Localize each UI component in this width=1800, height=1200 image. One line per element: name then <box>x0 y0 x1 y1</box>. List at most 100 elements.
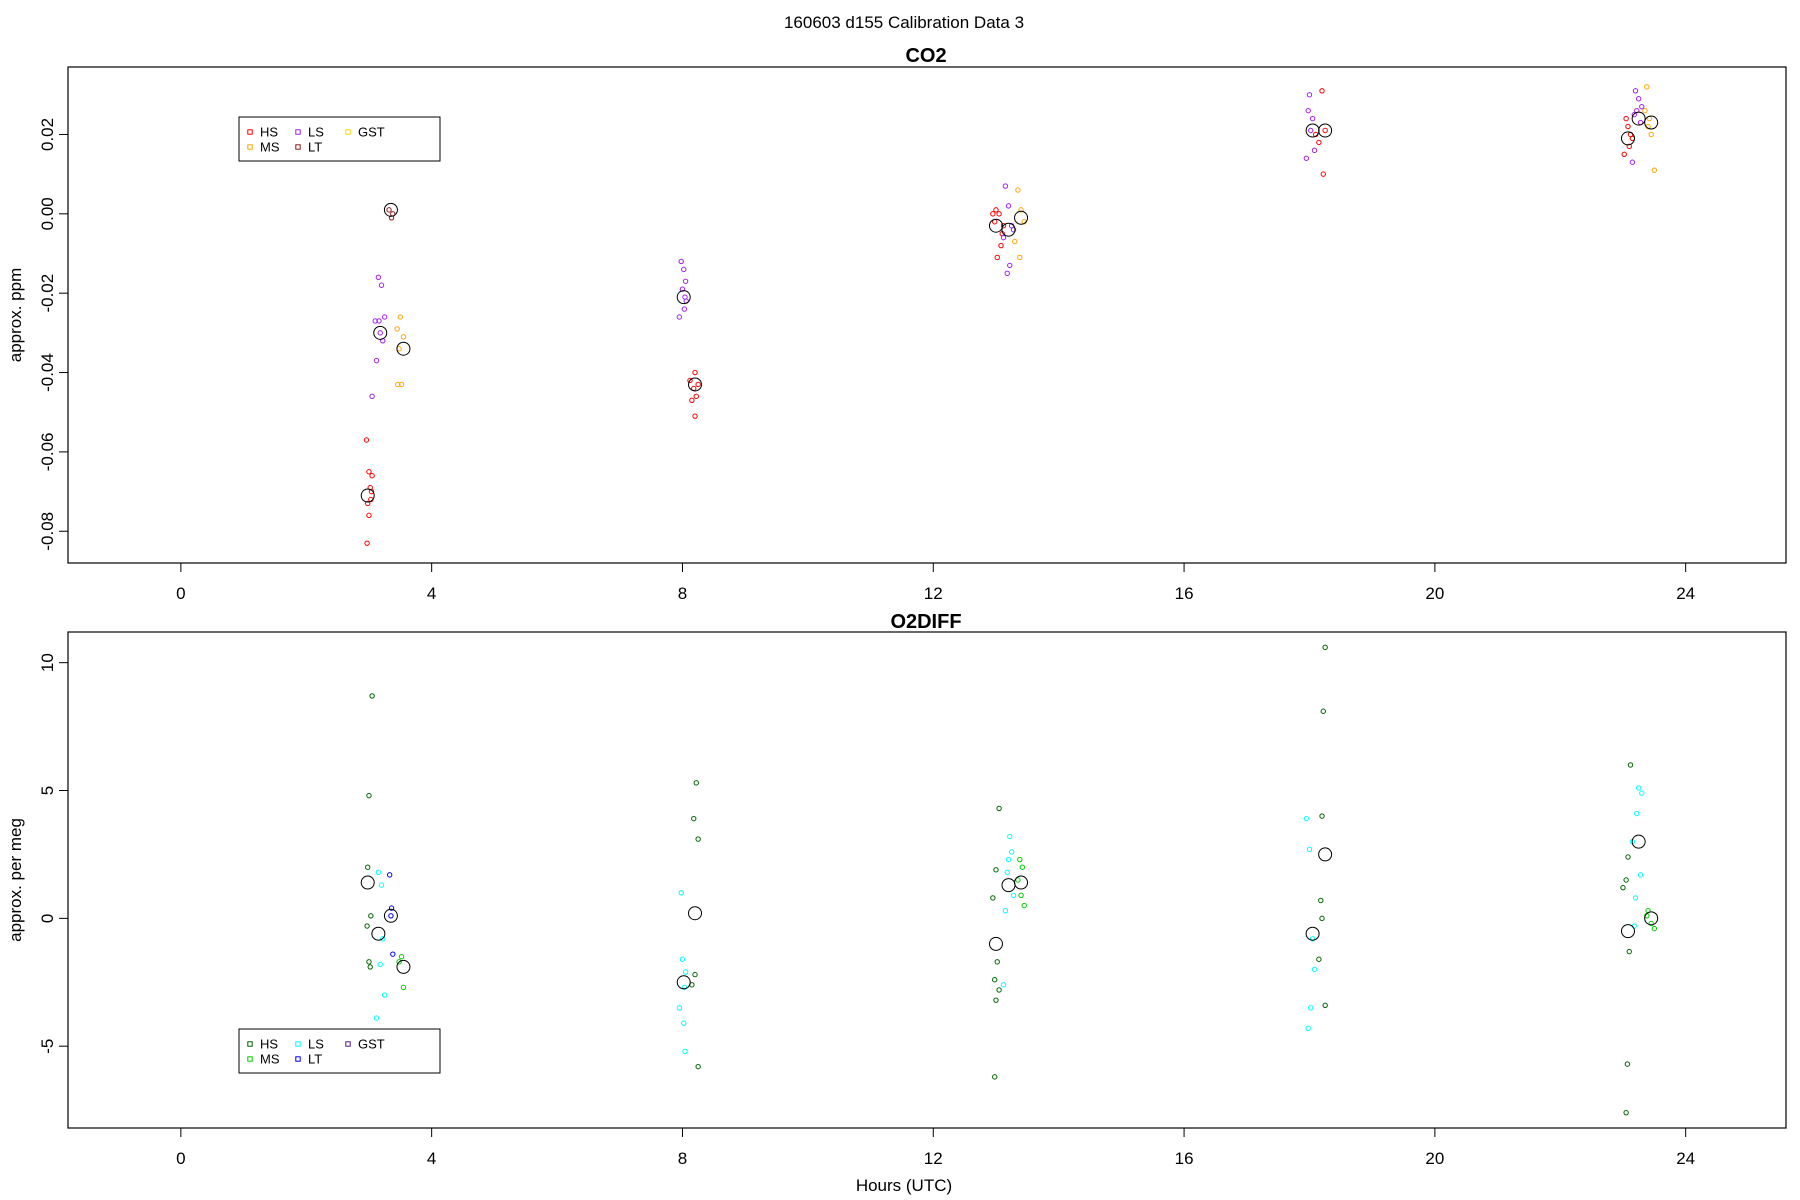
o2diff-y-tick-label: -5 <box>38 1039 57 1054</box>
co2-point-ls <box>1629 159 1636 165</box>
o2diff-point-hs <box>1626 948 1632 955</box>
co2-legend-label-ls: LS <box>308 125 324 140</box>
co2-point-hs <box>368 488 375 495</box>
o2diff-point-ms <box>400 984 407 991</box>
o2diff-point-hs <box>1316 956 1322 962</box>
co2-point-ms <box>397 314 404 320</box>
co2-point-ls <box>1002 183 1009 189</box>
co2-mean-point <box>360 488 375 503</box>
o2diff-point-ms <box>1018 892 1024 899</box>
o2diff-y-tick-label: 0 <box>38 914 57 923</box>
o2diff-point-ms <box>1021 902 1027 909</box>
co2-point-ms <box>1648 131 1654 138</box>
co2-point-ls <box>682 278 689 284</box>
co2-y-tick-label: -0.04 <box>38 353 57 392</box>
o2diff-point-ls <box>377 961 383 968</box>
co2-point-hs <box>1623 115 1629 122</box>
o2diff-point-ls <box>682 969 689 975</box>
o2diff-legend-swatch-ls <box>295 1041 301 1047</box>
co2-mean-point <box>383 202 398 217</box>
co2-point-hs <box>363 437 370 443</box>
o2diff-point-hs <box>992 977 998 983</box>
co2-mean-point <box>373 325 388 340</box>
o2diff-point-ls <box>681 1020 687 1026</box>
o2diff-mean-point <box>383 908 398 923</box>
o2diff-point-hs <box>369 693 375 699</box>
co2-legend-label-hs: HS <box>260 125 278 140</box>
o2diff-point-ms <box>1648 920 1654 927</box>
co2-point-hs <box>364 540 370 546</box>
o2diff-point-hs <box>1624 1061 1631 1067</box>
o2diff-point-hs <box>996 805 1002 812</box>
figure-title: 160603 d155 Calibration Data 3 <box>784 13 1024 32</box>
o2diff-point-hs <box>1625 854 1631 860</box>
o2diff-point-hs <box>695 1063 701 1070</box>
o2diff-x-tick-label: 20 <box>1425 1149 1444 1168</box>
o2diff-point-ls <box>1311 966 1318 973</box>
o2diff-point-ls <box>1637 872 1644 878</box>
o2diff-point-hs <box>693 780 699 786</box>
co2-point-hs <box>1626 143 1632 150</box>
o2diff-point-hs <box>992 1074 998 1080</box>
o2diff-legend-swatch-ms <box>247 1056 253 1062</box>
co2-mean-point <box>1631 111 1646 126</box>
o2diff-point-hs <box>1318 897 1324 904</box>
o2diff-point-ls <box>681 984 688 991</box>
o2diff-point-ls <box>1308 1005 1314 1011</box>
o2diff-mean-point <box>1620 924 1635 939</box>
o2diff-point-lt <box>390 951 396 957</box>
o2diff-point-ls <box>1005 856 1012 863</box>
co2-mean-point <box>676 290 691 305</box>
co2-points <box>360 84 1659 546</box>
o2diff-x-tick-label: 8 <box>678 1149 687 1168</box>
o2diff-point-ls <box>1634 810 1640 817</box>
o2diff-point-ms <box>398 954 405 960</box>
co2-point-ms <box>395 381 401 388</box>
co2-point-ms <box>1642 107 1648 114</box>
co2-x-tick-label: 24 <box>1676 584 1695 603</box>
co2-mean-point <box>988 218 1003 233</box>
o2diff-point-hs <box>695 836 701 842</box>
co2-point-hs <box>1320 171 1326 177</box>
co2-point-hs <box>1000 223 1007 229</box>
co2-legend-swatch-ls <box>295 129 301 135</box>
co2-point-ls <box>1010 226 1017 233</box>
o2diff-mean-point <box>1001 878 1016 893</box>
co2-y-tick-label: -0.06 <box>38 433 57 472</box>
o2diff-point-ls <box>1002 907 1009 914</box>
co2-point-ms <box>398 381 405 388</box>
o2diff-title: O2DIFF <box>890 611 961 633</box>
co2-point-ls <box>678 258 684 265</box>
co2-mean-point <box>1318 123 1333 138</box>
co2-x-tick-label: 12 <box>924 584 943 603</box>
o2diff-point-hs <box>994 959 1000 965</box>
co2-point-hs <box>990 211 996 217</box>
o2diff-panel: O2DIFF approx. per meg -5 0 5 10 0 4 8 12 16 20 2… <box>6 611 1787 1168</box>
o2diff-point-ms <box>1017 856 1023 863</box>
co2-point-ls <box>1631 111 1637 118</box>
co2-legend-swatch-lt <box>295 144 301 150</box>
o2diff-point-ls <box>682 1048 688 1054</box>
co2-point-hs <box>687 377 693 384</box>
o2diff-legend-label-hs: HS <box>260 1037 278 1052</box>
co2-point-ls <box>1305 107 1311 114</box>
co2-legend-swatch-ms <box>247 144 253 150</box>
co2-point-hs <box>1625 123 1631 130</box>
o2diff-point-ls <box>1306 846 1313 853</box>
co2-mean-point <box>1644 115 1659 130</box>
co2-point-hs <box>692 369 698 376</box>
co2-point-hs <box>1316 139 1322 146</box>
o2diff-point-ls <box>1632 895 1639 901</box>
o2diff-point-ls <box>1000 982 1007 988</box>
co2-x-tick-label: 8 <box>678 584 687 603</box>
co2-x-tick-label: 0 <box>176 584 185 603</box>
co2-point-ls <box>681 266 687 273</box>
co2-point-ms <box>400 334 407 340</box>
co2-y-axis: -0.08 -0.06 -0.04 -0.02 0.00 0.02 <box>38 118 69 551</box>
o2diff-point-ms <box>1651 925 1658 932</box>
o2diff-point-hs <box>692 971 698 978</box>
co2-point-ms <box>394 326 400 332</box>
o2diff-point-ls <box>1639 790 1645 796</box>
